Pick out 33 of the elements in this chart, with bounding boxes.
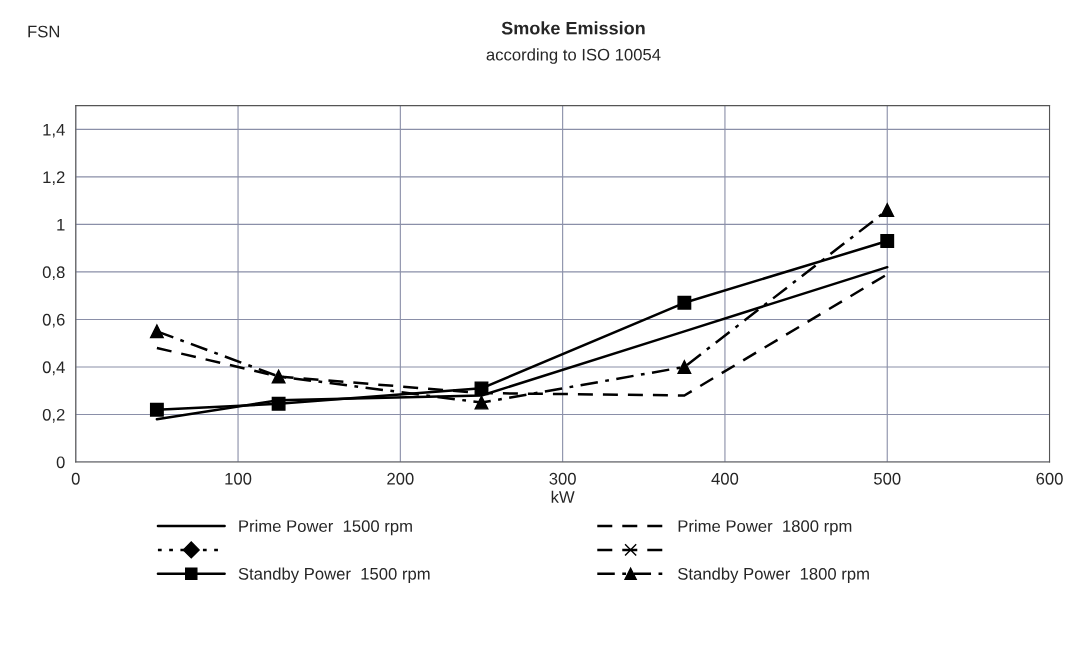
point bbox=[474, 395, 489, 410]
y-tick-label: 0,6 bbox=[42, 313, 65, 328]
point bbox=[149, 324, 164, 339]
chart-subtitle: according to ISO 10054 bbox=[486, 48, 661, 64]
x-tick-label: 100 bbox=[225, 472, 252, 485]
point bbox=[271, 369, 286, 384]
x-tick-label: 600 bbox=[1036, 472, 1063, 485]
legend-label: Prime Power 1800 rpm bbox=[678, 519, 852, 536]
y-tick-label: 0 bbox=[56, 456, 65, 469]
x-axis-title: kW bbox=[551, 490, 575, 503]
x-tick-label: 300 bbox=[549, 472, 576, 485]
point bbox=[677, 360, 692, 374]
point bbox=[677, 295, 692, 310]
y-axis-title: FSN bbox=[28, 25, 60, 38]
x-tick-label: 500 bbox=[874, 472, 901, 485]
point bbox=[474, 381, 489, 396]
point bbox=[880, 203, 895, 218]
chart-title: Smoke Emission bbox=[501, 21, 645, 35]
point bbox=[271, 396, 286, 411]
legend-label: Standby Power 1500 rpm bbox=[238, 567, 430, 584]
point bbox=[880, 234, 895, 248]
x-tick-label: 400 bbox=[711, 472, 739, 485]
legend-label: Standby Power 1800 rpm bbox=[678, 567, 869, 584]
y-tick-label: 1,2 bbox=[43, 171, 65, 186]
point bbox=[149, 402, 164, 417]
y-tick-label: 0,2 bbox=[42, 408, 65, 423]
x-tick-label: 0 bbox=[71, 472, 80, 485]
y-tick-label: 1 bbox=[57, 218, 65, 231]
y-tick-label: 0,8 bbox=[42, 266, 65, 281]
x-tick-label: 200 bbox=[387, 472, 414, 485]
legend-label: Prime Power 1500 rpm bbox=[239, 519, 412, 536]
y-tick-label: 1,4 bbox=[43, 123, 65, 138]
y-tick-label: 0,4 bbox=[42, 361, 65, 376]
